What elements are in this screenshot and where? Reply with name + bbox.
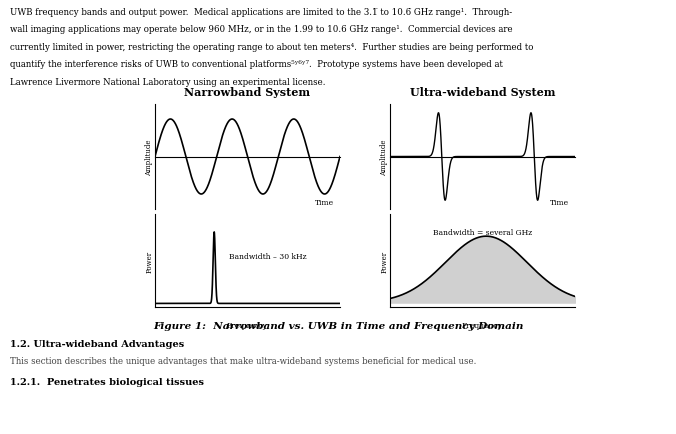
Text: 1.2. Ultra-wideband Advantages: 1.2. Ultra-wideband Advantages <box>10 339 185 348</box>
Text: Time: Time <box>315 198 335 207</box>
Text: Power: Power <box>145 250 153 272</box>
Text: Bandwidth – 30 kHz: Bandwidth – 30 kHz <box>229 252 307 260</box>
Text: Figure 1:  Narrowband vs. UWB in Time and Frequency Domain: Figure 1: Narrowband vs. UWB in Time and… <box>153 321 523 330</box>
Text: Bandwidth = several GHz: Bandwidth = several GHz <box>433 228 532 237</box>
Text: Power: Power <box>380 250 388 272</box>
Text: quantify the interference risks of UWB to conventional platforms⁵ʸ⁶ʸ⁷.  Prototyp: quantify the interference risks of UWB t… <box>10 60 503 69</box>
Text: Ultra-wideband System: Ultra-wideband System <box>410 87 555 98</box>
Text: wall imaging applications may operate below 960 MHz, or in the 1.99 to 10.6 GHz : wall imaging applications may operate be… <box>10 25 513 34</box>
Text: Frequency: Frequency <box>462 321 503 329</box>
Text: Frequency: Frequency <box>227 321 268 329</box>
Text: Amplitude: Amplitude <box>145 139 153 175</box>
Text: 1.2.1.  Penetrates biological tissues: 1.2.1. Penetrates biological tissues <box>10 377 204 386</box>
Text: Narrowband System: Narrowband System <box>185 87 310 98</box>
Text: This section describes the unique advantages that make ultra-wideband systems be: This section describes the unique advant… <box>10 356 477 365</box>
Text: Amplitude: Amplitude <box>380 139 388 175</box>
Text: currently limited in power, restricting the operating range to about ten meters⁴: currently limited in power, restricting … <box>10 43 533 52</box>
Text: Time: Time <box>550 198 569 207</box>
Text: Lawrence Livermore National Laboratory using an experimental license.: Lawrence Livermore National Laboratory u… <box>10 77 326 86</box>
Text: UWB frequency bands and output power.  Medical applications are limited to the 3: UWB frequency bands and output power. Me… <box>10 8 512 17</box>
